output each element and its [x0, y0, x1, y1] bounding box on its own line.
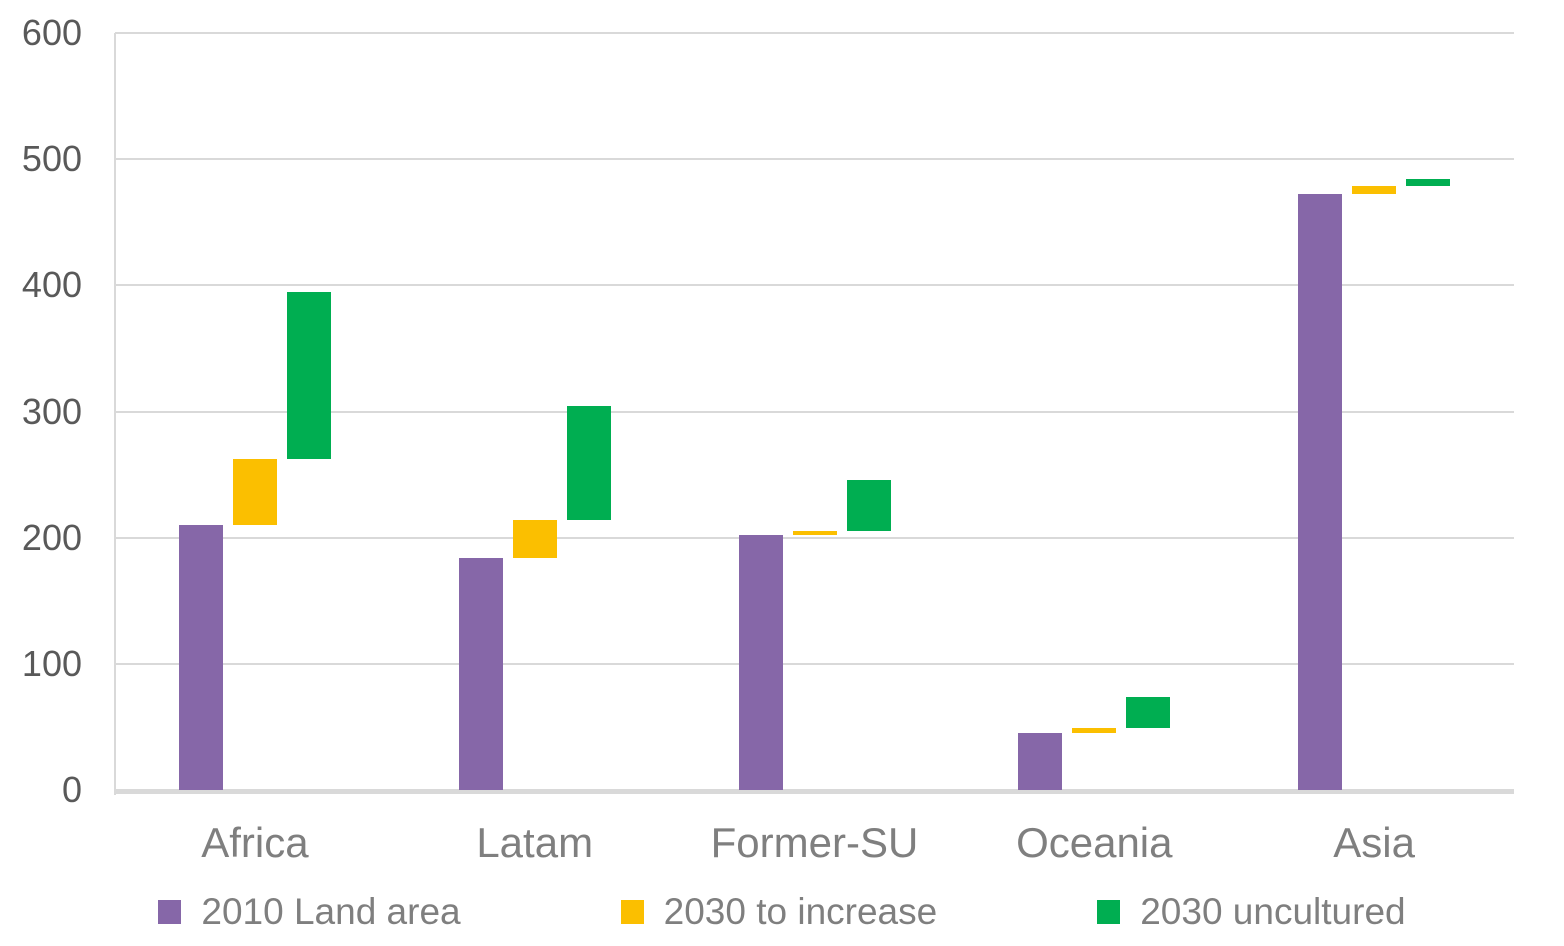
bar-2030-uncultured-latam	[566, 406, 611, 520]
legend-swatch-2030-uncultured	[1097, 900, 1121, 924]
y-tick-label: 400	[21, 264, 82, 306]
gridline	[115, 410, 1514, 413]
legend-item-2030-uncultured: 2030 uncultured	[1097, 891, 1406, 933]
x-category-label-asia: Asia	[1333, 819, 1415, 866]
bar-2010-land-area-asia	[1298, 194, 1343, 790]
x-category-label-africa: Africa	[201, 819, 309, 866]
bar-2010-land-area-oceania	[1018, 733, 1063, 790]
bar-2010-land-area-latam	[458, 557, 503, 790]
gridline	[115, 536, 1514, 539]
legend-swatch-2030-to-increase	[620, 900, 644, 924]
x-category-label-latam: Latam	[476, 819, 594, 866]
bar-2010-land-area-africa	[178, 525, 223, 790]
gridline	[115, 32, 1514, 34]
y-tick-label: 500	[21, 138, 82, 180]
x-category-label-former-su: Former-SU	[710, 819, 919, 866]
legend-label-2030-to-increase: 2030 to increase	[663, 891, 938, 932]
y-tick-label: 100	[21, 642, 82, 684]
bar-2030-uncultured-africa	[286, 291, 331, 460]
bar-2030-uncultured-oceania	[1126, 696, 1171, 729]
legend-item-2010-land-area: 2010 Land area	[158, 891, 461, 933]
y-tick-label: 300	[21, 390, 82, 432]
gridline	[115, 662, 1514, 665]
bar-2030-to-increase-asia	[1352, 185, 1397, 195]
gridline	[115, 284, 1514, 287]
x-category-label-oceania: Oceania	[1016, 819, 1173, 866]
bar-2030-to-increase-former-su	[792, 531, 837, 536]
bar-2030-uncultured-asia	[1406, 179, 1451, 186]
legend-swatch-2010-land-area	[158, 900, 182, 924]
y-tick-label: 600	[21, 12, 82, 53]
legend: 2010 Land area 2030 to increase 2030 uncul…	[0, 884, 1564, 940]
y-tick-label: 200	[21, 516, 82, 558]
bar-2010-land-area-former-su	[738, 535, 783, 790]
y-tick-label: 0	[61, 769, 82, 810]
legend-label-2030-uncultured: 2030 uncultured	[1140, 891, 1406, 932]
bar-2030-to-increase-oceania	[1072, 728, 1117, 734]
bar-2030-uncultured-former-su	[846, 479, 891, 532]
bar-2030-to-increase-africa	[232, 459, 277, 526]
bar-2030-to-increase-latam	[512, 520, 557, 558]
gridline	[115, 158, 1514, 161]
legend-item-2030-to-increase: 2030 to increase	[620, 891, 938, 933]
x-axis-baseline	[115, 789, 1514, 794]
y-axis-line	[114, 33, 116, 795]
legend-label-2010-land-area: 2010 Land area	[201, 891, 461, 932]
